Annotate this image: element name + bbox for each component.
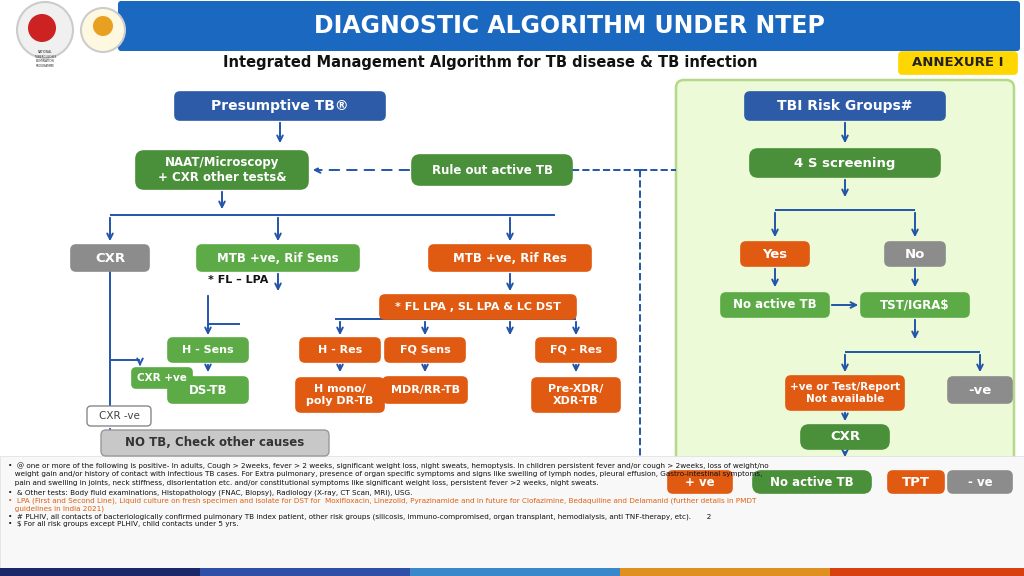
FancyBboxPatch shape xyxy=(668,471,732,493)
Text: Rule out active TB: Rule out active TB xyxy=(431,164,553,176)
Circle shape xyxy=(81,8,125,52)
Text: * FL – LPA: * FL – LPA xyxy=(208,275,268,285)
FancyBboxPatch shape xyxy=(136,151,308,189)
FancyBboxPatch shape xyxy=(899,52,1017,74)
Text: guidelines in India 2021): guidelines in India 2021) xyxy=(8,505,104,511)
Bar xyxy=(620,568,830,576)
Text: Yes: Yes xyxy=(763,248,787,260)
FancyBboxPatch shape xyxy=(801,425,889,449)
FancyBboxPatch shape xyxy=(745,92,945,120)
Text: No active TB: No active TB xyxy=(733,298,817,312)
Text: H - Sens: H - Sens xyxy=(182,345,233,355)
Text: - ve: - ve xyxy=(968,476,992,488)
Text: MDR/RR-TB: MDR/RR-TB xyxy=(390,385,460,395)
Circle shape xyxy=(17,2,73,58)
Text: DS-TB: DS-TB xyxy=(188,384,227,396)
FancyBboxPatch shape xyxy=(168,338,248,362)
Bar xyxy=(0,568,200,576)
Text: FQ - Res: FQ - Res xyxy=(550,345,602,355)
FancyBboxPatch shape xyxy=(676,80,1014,470)
FancyBboxPatch shape xyxy=(380,295,575,319)
FancyBboxPatch shape xyxy=(412,155,572,185)
Text: weight gain and/or history of contact with infectious TB cases. For Extra pulmon: weight gain and/or history of contact wi… xyxy=(8,471,763,477)
FancyBboxPatch shape xyxy=(300,338,380,362)
Text: Integrated Management Algorithm for TB disease & TB infection: Integrated Management Algorithm for TB d… xyxy=(223,55,758,70)
Text: MTB +ve, Rif Sens: MTB +ve, Rif Sens xyxy=(217,252,339,264)
FancyBboxPatch shape xyxy=(741,242,809,266)
Text: H - Res: H - Res xyxy=(317,345,362,355)
Text: •  $ For all risk groups except PLHIV, child contacts under 5 yrs.: • $ For all risk groups except PLHIV, ch… xyxy=(8,521,239,527)
Text: No: No xyxy=(905,248,926,260)
Text: +ve or Test/Report
Not available: +ve or Test/Report Not available xyxy=(790,382,900,404)
FancyBboxPatch shape xyxy=(71,245,150,271)
Bar xyxy=(200,568,410,576)
FancyBboxPatch shape xyxy=(786,376,904,410)
Text: ANNEXURE I: ANNEXURE I xyxy=(912,56,1004,70)
FancyBboxPatch shape xyxy=(536,338,616,362)
Text: NAAT/Microscopy
+ CXR other tests&: NAAT/Microscopy + CXR other tests& xyxy=(158,156,287,184)
Text: MTB +ve, Rif Res: MTB +ve, Rif Res xyxy=(453,252,567,264)
FancyBboxPatch shape xyxy=(861,293,969,317)
FancyBboxPatch shape xyxy=(168,377,248,403)
Text: TST/IGRA$: TST/IGRA$ xyxy=(881,298,949,312)
FancyBboxPatch shape xyxy=(197,245,359,271)
Text: CXR -ve: CXR -ve xyxy=(98,411,139,421)
FancyBboxPatch shape xyxy=(385,338,465,362)
FancyBboxPatch shape xyxy=(296,378,384,412)
FancyBboxPatch shape xyxy=(87,406,151,426)
Text: •  @ one or more of the following is positive- In adults, Cough > 2weeks, fever : • @ one or more of the following is posi… xyxy=(8,462,769,469)
FancyBboxPatch shape xyxy=(721,293,829,317)
FancyBboxPatch shape xyxy=(885,242,945,266)
Text: + ve: + ve xyxy=(685,476,715,488)
Text: NO TB, Check other causes: NO TB, Check other causes xyxy=(125,437,304,449)
FancyBboxPatch shape xyxy=(948,471,1012,493)
Text: Pre-XDR/
XDR-TB: Pre-XDR/ XDR-TB xyxy=(548,384,604,406)
Bar xyxy=(830,568,1024,576)
FancyBboxPatch shape xyxy=(118,1,1020,51)
FancyBboxPatch shape xyxy=(750,149,940,177)
Text: FQ Sens: FQ Sens xyxy=(399,345,451,355)
Text: pain and swelling in joints, neck stiffness, disorientation etc. and/or constitu: pain and swelling in joints, neck stiffn… xyxy=(8,480,599,486)
Text: H mono/
poly DR-TB: H mono/ poly DR-TB xyxy=(306,384,374,406)
FancyBboxPatch shape xyxy=(175,92,385,120)
Text: No active TB: No active TB xyxy=(770,476,854,488)
Text: -ve: -ve xyxy=(969,384,991,396)
Text: 4 S screening: 4 S screening xyxy=(795,157,896,169)
FancyBboxPatch shape xyxy=(888,471,944,493)
Text: * FL LPA , SL LPA & LC DST: * FL LPA , SL LPA & LC DST xyxy=(395,302,561,312)
Text: CXR +ve: CXR +ve xyxy=(137,373,187,383)
Text: NATIONAL
TUBERCULOSIS
ELIMINATION
PROGRAMME: NATIONAL TUBERCULOSIS ELIMINATION PROGRA… xyxy=(34,50,56,68)
Text: TBI Risk Groups#: TBI Risk Groups# xyxy=(777,99,912,113)
Text: •  # PLHIV, all contacts of bacteriologically confirmed pulmonary TB index patie: • # PLHIV, all contacts of bacteriologic… xyxy=(8,513,712,520)
FancyBboxPatch shape xyxy=(948,377,1012,403)
FancyBboxPatch shape xyxy=(753,471,871,493)
Bar xyxy=(410,568,620,576)
Circle shape xyxy=(28,14,56,42)
FancyBboxPatch shape xyxy=(101,430,329,456)
Bar xyxy=(0,456,1024,576)
Text: •  LPA (First and Second Line), Liquid culture on fresh specimen and isolate for: • LPA (First and Second Line), Liquid cu… xyxy=(8,497,757,503)
Text: TPT: TPT xyxy=(902,476,930,488)
Text: DIAGNOSTIC ALGORITHM UNDER NTEP: DIAGNOSTIC ALGORITHM UNDER NTEP xyxy=(313,14,824,38)
Circle shape xyxy=(93,16,113,36)
Text: CXR: CXR xyxy=(829,430,860,444)
FancyBboxPatch shape xyxy=(532,378,620,412)
FancyBboxPatch shape xyxy=(383,377,467,403)
FancyBboxPatch shape xyxy=(132,368,193,388)
Text: CXR: CXR xyxy=(95,252,125,264)
Text: Presumptive TB®: Presumptive TB® xyxy=(211,99,349,113)
FancyBboxPatch shape xyxy=(429,245,591,271)
Text: •  & Other tests: Body fluid examinations, Histopathology (FNAC, Biopsy), Radiol: • & Other tests: Body fluid examinations… xyxy=(8,489,413,495)
